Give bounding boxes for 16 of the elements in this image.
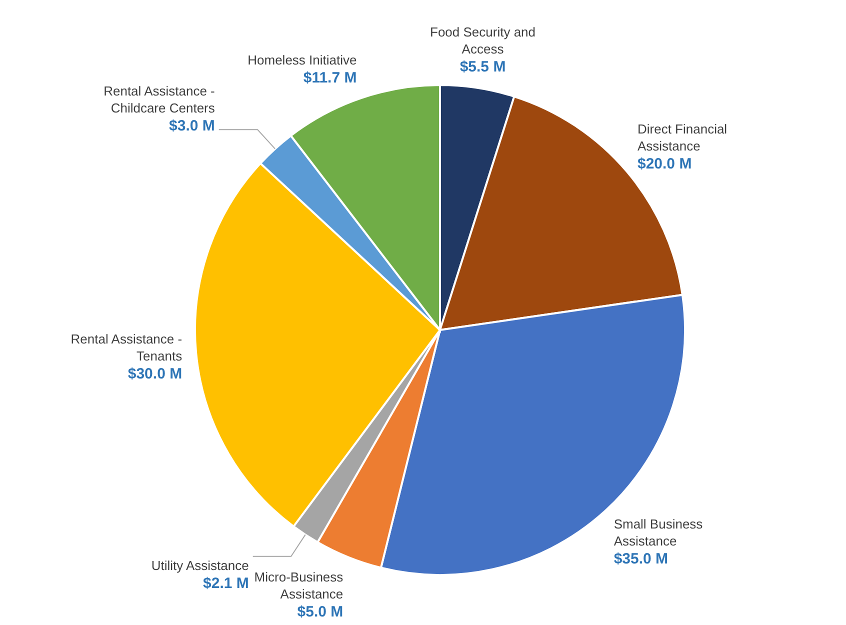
slice-label: Small Business Assistance xyxy=(614,516,704,548)
data-label: $11.7 M xyxy=(303,70,357,87)
data-label: $3.0 M xyxy=(169,117,215,134)
slice-label: Rental Assistance - Tenants xyxy=(70,331,183,364)
data-label: $35.0 M xyxy=(614,550,668,568)
slice-label: Utility Assistance xyxy=(151,558,249,573)
slice-label: Rental Assistance - Childcare Centers xyxy=(104,83,216,116)
data-label: $30.0 M xyxy=(128,365,182,382)
slice-label: Homeless Initiative xyxy=(248,52,357,68)
slice-label: Direct Financial Assistance xyxy=(637,121,728,154)
data-label: $20.0 M xyxy=(637,155,692,172)
data-label: $5.0 M xyxy=(297,603,344,620)
data-label: $5.5 M xyxy=(460,58,506,76)
slice-label: Food Security and Access xyxy=(430,24,536,56)
data-label: $2.1 M xyxy=(203,574,249,592)
slice-label: Micro-Business Assistance xyxy=(254,569,344,602)
